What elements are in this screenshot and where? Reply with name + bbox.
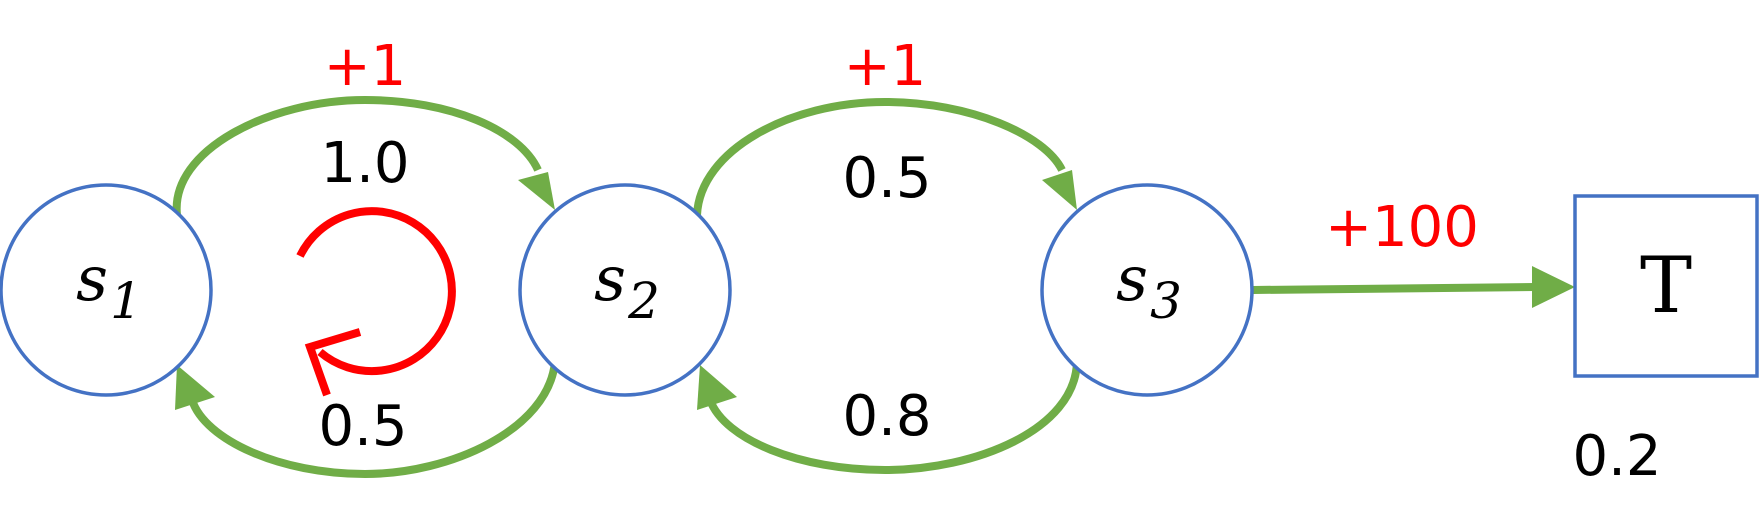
state-letter: s (76, 242, 108, 315)
self-loop-icon (296, 207, 456, 397)
state-index: 1 (110, 272, 142, 330)
prob-label-s2-s3: 0.5 (842, 146, 931, 211)
edge-s1-s2 (172, 95, 555, 216)
terminal-prob-label: 0.2 (1572, 424, 1661, 489)
edge-s3-T (1252, 266, 1575, 308)
reward-label-s1-s2: +1 (324, 34, 407, 99)
state-node-s1: s 1 (0, 183, 213, 397)
state-index: 2 (627, 272, 660, 330)
reward-label-s3-T: +100 (1325, 195, 1479, 260)
state-index: 3 (1150, 272, 1182, 330)
prob-label-s3-s2: 0.8 (842, 384, 931, 449)
prob-label-s2-s1: 0.5 (318, 394, 407, 459)
reward-label-s2-s3: +1 (844, 34, 927, 99)
prob-label-s1-s2: 1.0 (320, 131, 409, 196)
terminal-label: T (1640, 241, 1692, 331)
edge-s2-s1 (175, 361, 559, 479)
state-letter: s (594, 242, 626, 315)
state-node-s2: s 2 (518, 183, 732, 397)
terminal-node: T (1573, 194, 1759, 378)
edge-s2-s3 (693, 97, 1077, 216)
state-letter: s (1116, 242, 1148, 315)
state-node-s3: s 3 (1040, 183, 1254, 397)
edge-s3-s2 (697, 361, 1081, 475)
